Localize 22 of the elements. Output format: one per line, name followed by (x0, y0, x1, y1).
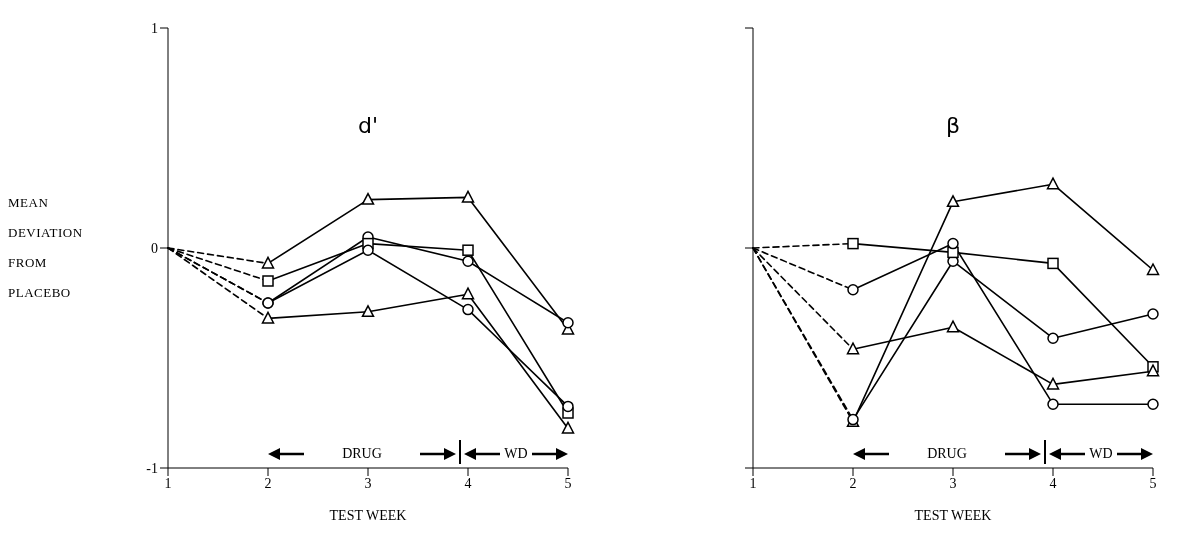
x-tick-label: 5 (564, 475, 572, 491)
y-tick-label: -1 (146, 460, 158, 476)
x-tick-label: 1 (164, 475, 172, 491)
x-tick-label: 4 (1049, 475, 1057, 491)
x-tick-label: 2 (264, 475, 272, 491)
annotation: DRUG (927, 446, 967, 462)
x-axis-title: TEST WEEK (914, 508, 992, 523)
annotation: WD (1089, 446, 1113, 462)
text: d' (357, 113, 379, 138)
x-axis-title: TEST WEEK (329, 508, 407, 523)
x-tick-label: 3 (949, 475, 957, 491)
y-tick-label: 1 (151, 20, 158, 36)
x-tick-label: 4 (464, 475, 472, 491)
x-tick-label: 1 (749, 475, 757, 491)
annotation: DRUG (342, 446, 382, 462)
x-tick-label: 5 (1149, 475, 1157, 491)
text: β (944, 113, 961, 138)
y-axis-title: MEAN DEVIATION FROM PLACEBO (8, 194, 84, 302)
y-tick-label: 0 (151, 240, 158, 256)
x-tick-label: 3 (364, 475, 372, 491)
annotation: WD (504, 446, 528, 462)
x-tick-label: 2 (849, 475, 857, 491)
